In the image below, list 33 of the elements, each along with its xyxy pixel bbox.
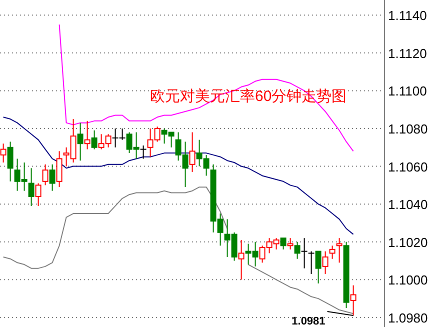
candlestick (42, 164, 48, 186)
candlestick (140, 144, 147, 160)
candlestick (287, 238, 294, 250)
candlestick (189, 132, 196, 172)
y-tick-label: 1.1120 (388, 46, 427, 61)
candlestick (315, 250, 322, 284)
candlestick (350, 284, 356, 316)
candlestick (294, 241, 300, 260)
candlestick (329, 245, 336, 260)
candlestick (28, 168, 34, 206)
candlestick (336, 238, 342, 264)
candlestick (7, 141, 14, 182)
candlestick (300, 238, 308, 269)
y-tick-label: 1.1020 (388, 234, 428, 250)
candlestick (322, 250, 328, 274)
candlestick (91, 130, 98, 150)
y-tick-label: 1.1080 (388, 121, 428, 136)
y-tick-label: 1.1040 (388, 197, 428, 212)
candlestick (84, 120, 90, 150)
candlestick (280, 238, 286, 250)
candlestick (0, 143, 6, 163)
y-tick-label: 1.1000 (388, 272, 428, 288)
candlestick (49, 164, 56, 192)
candlestick (308, 250, 315, 274)
candlestick (56, 150, 62, 188)
y-tick-label: 1.1060 (388, 159, 428, 174)
y-tick-label: 1.0980 (388, 310, 428, 326)
candlestick (238, 239, 244, 280)
y-tick-label: 1.1140 (388, 8, 427, 24)
annotation: 1.0981 (292, 316, 326, 327)
y-tick-label: 1.1100 (388, 84, 427, 99)
candlestick (35, 182, 42, 206)
candlestick (77, 122, 84, 162)
